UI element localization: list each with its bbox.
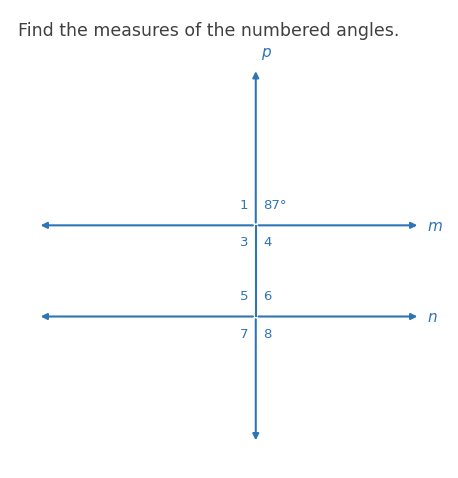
- Text: Find the measures of the numbered angles.: Find the measures of the numbered angles…: [18, 22, 400, 40]
- Text: 8: 8: [263, 327, 272, 341]
- Text: 4: 4: [263, 237, 272, 250]
- Text: m: m: [428, 219, 443, 234]
- Text: 87°: 87°: [263, 199, 287, 212]
- Text: 7: 7: [240, 327, 248, 341]
- Text: n: n: [428, 310, 437, 325]
- Text: 1: 1: [240, 199, 248, 212]
- Text: p: p: [262, 45, 271, 60]
- Text: 6: 6: [263, 290, 272, 304]
- Text: 5: 5: [240, 290, 248, 304]
- Text: 3: 3: [240, 237, 248, 250]
